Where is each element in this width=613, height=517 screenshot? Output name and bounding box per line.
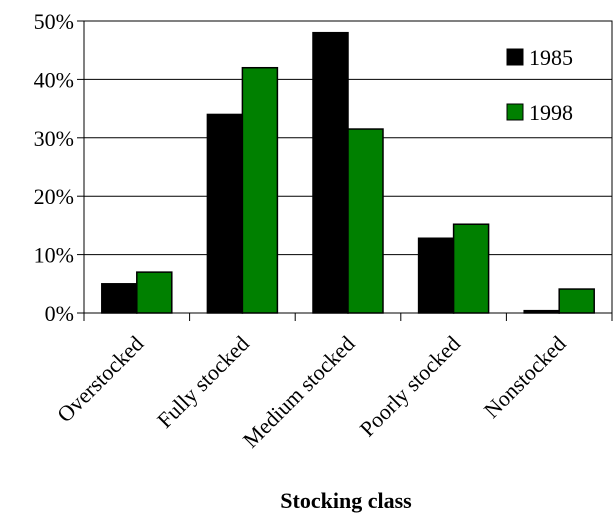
- bar-1985-medium-stocked: [312, 31, 349, 314]
- legend-swatch-1998: [506, 103, 524, 121]
- x-tick-label: Overstocked: [52, 331, 148, 427]
- y-tick-labels: 0% 10% 20% 30% 40% 50%: [34, 9, 74, 326]
- y-tick-label: 30%: [34, 126, 74, 151]
- x-tick-label: Medium stocked: [238, 331, 360, 453]
- x-axis-label: Stocking class: [280, 488, 412, 513]
- bar-1998-nonstocked: [558, 288, 595, 314]
- legend: 1985 1998: [506, 45, 573, 125]
- y-tick-label: 20%: [34, 184, 74, 209]
- axes: [77, 20, 613, 321]
- bar-1998-overstocked: [136, 271, 173, 314]
- legend-label-1985: 1985: [529, 45, 573, 70]
- x-tick-label: Poorly stocked: [355, 331, 466, 442]
- y-tick-label: 50%: [34, 9, 74, 34]
- plot-frame: [83, 20, 613, 314]
- legend-swatch-1985: [506, 48, 524, 66]
- bars: [101, 31, 595, 314]
- legend-label-1998: 1998: [529, 100, 573, 125]
- bar-1998-medium-stocked: [347, 128, 384, 314]
- bar-1998-fully-stocked: [241, 66, 279, 314]
- y-tick-label: 40%: [34, 67, 74, 92]
- y-tick-label: 10%: [34, 243, 74, 268]
- y-tick-label: 0%: [45, 301, 74, 326]
- bar-1985-overstocked: [101, 283, 138, 314]
- x-tick-label: Nonstocked: [479, 331, 571, 423]
- bar-1985-poorly-stocked: [417, 237, 455, 314]
- bar-1985-fully-stocked: [206, 113, 244, 314]
- x-tick-label: Fully stocked: [152, 331, 254, 433]
- bar-1998-poorly-stocked: [452, 223, 490, 314]
